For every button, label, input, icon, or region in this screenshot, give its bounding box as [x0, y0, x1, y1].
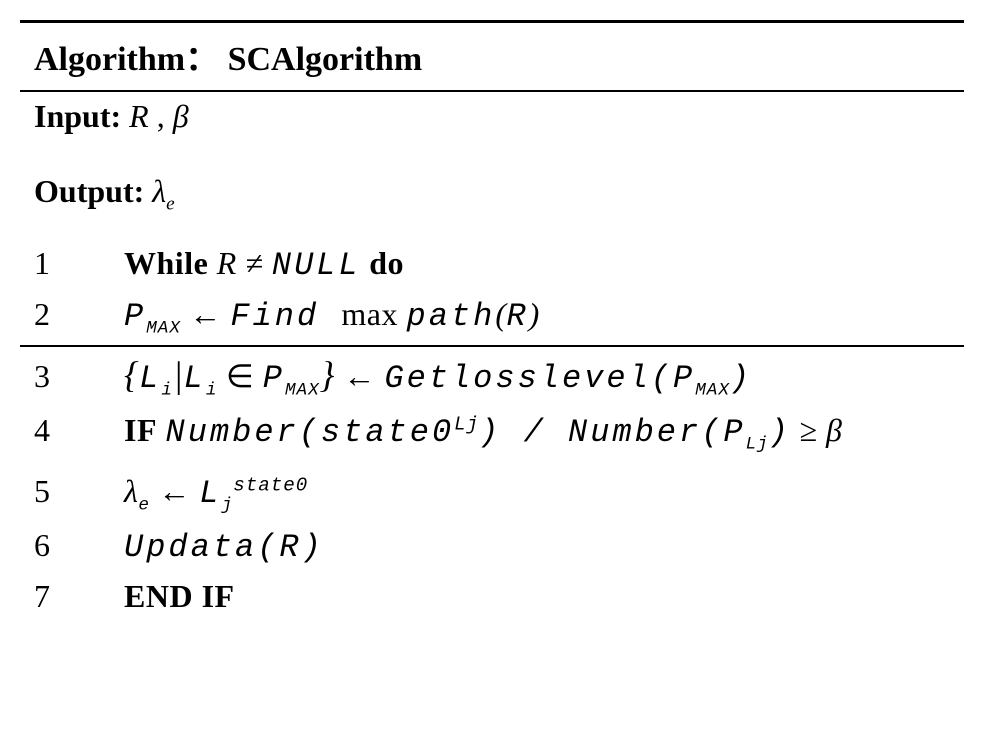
- l2-arrow: ←: [181, 296, 231, 332]
- line-1: 1 While R ≠ NULL do: [20, 239, 964, 290]
- l2-rparen: ): [529, 296, 540, 332]
- output-value: λe: [152, 173, 174, 215]
- l2-find: Find: [230, 298, 341, 335]
- l3-pmax2-sub: MAX: [695, 380, 730, 400]
- l5-arrow: ←: [150, 473, 200, 509]
- l3-pmax2: P: [673, 360, 695, 397]
- l1-R: R: [217, 245, 237, 281]
- l2-max: max: [341, 296, 406, 332]
- line-2: 2 PMAX ← Find max path(R): [20, 290, 964, 344]
- line-num-6: 6: [34, 527, 124, 564]
- input-row: Input: R , β: [20, 92, 964, 141]
- l2-R: R: [506, 298, 528, 335]
- kw-endif: END IF: [124, 578, 235, 614]
- output-label: Output:: [34, 173, 144, 210]
- output-lambda-sub: e: [166, 193, 175, 214]
- line-num-5: 5: [34, 473, 124, 510]
- line-4: 4 IF Number(state0Lj) / Number(PLj) ≥ β: [20, 406, 964, 460]
- l3-rbrace: }: [320, 354, 335, 395]
- l3-pmax: P: [263, 360, 285, 397]
- l3-arrow: ←: [335, 358, 385, 394]
- l6-updata: Updata(R): [124, 529, 324, 566]
- l3-Li1-sub: i: [161, 380, 173, 400]
- l3-Li2-sub: i: [206, 380, 218, 400]
- l3-rparen: ): [730, 360, 752, 397]
- l3-Li2: L: [184, 360, 206, 397]
- line-num-4: 4: [34, 412, 124, 449]
- line-5: 5 λe ← Ljstate0: [20, 467, 964, 521]
- l3-getloss: Getlosslevel(: [384, 360, 673, 397]
- l2-pmax-sub: MAX: [146, 319, 181, 339]
- line-6: 6 Updata(R): [20, 521, 964, 572]
- input-comma: ,: [149, 98, 173, 134]
- l2-lparen: (: [495, 296, 506, 332]
- l4-number1: Number(: [166, 414, 321, 451]
- l3-in: ∈: [217, 358, 262, 394]
- l3-bar: |: [173, 354, 184, 395]
- l4-sup-Lj: Lj: [454, 414, 479, 436]
- l3-pmax-sub: MAX: [285, 380, 320, 400]
- l4-state0: state0: [321, 414, 454, 451]
- l4-rparen2: ): [769, 414, 791, 451]
- kw-do: do: [361, 245, 404, 281]
- l4-number2: Number(: [568, 414, 723, 451]
- l1-null: NULL: [272, 247, 361, 284]
- l4-geq: ≥: [791, 412, 826, 448]
- input-beta: β: [173, 98, 189, 134]
- output-lambda: λ: [152, 173, 166, 209]
- line-body-6: Updata(R): [124, 527, 950, 566]
- line-body-1: While R ≠ NULL do: [124, 245, 950, 284]
- line-num-7: 7: [34, 578, 124, 615]
- l4-PLj-sub: Lj: [746, 435, 769, 455]
- l5-Lj: L: [199, 475, 221, 512]
- input-value: R , β: [129, 98, 188, 135]
- line-num-1: 1: [34, 245, 124, 282]
- line-num-3: 3: [34, 358, 124, 395]
- line-7: 7 END IF: [20, 572, 964, 621]
- output-row: Output: λe: [20, 167, 964, 221]
- title-label: Algorithm：: [34, 41, 219, 78]
- l4-PLj: P: [723, 414, 745, 451]
- l5-Lj-sub: j: [222, 495, 234, 515]
- line-3: 3 {Li|Li ∈ PMAX} ← Getlosslevel(PMAX): [20, 347, 964, 406]
- l2-pmax: P: [124, 298, 146, 335]
- l3-Li1: L: [139, 360, 161, 397]
- line-num-2: 2: [34, 296, 124, 333]
- algorithm-title-row: Algorithm： SCAlgorithm: [20, 23, 964, 90]
- l4-beta: β: [826, 412, 842, 448]
- l2-path: path: [407, 298, 496, 335]
- l4-slash: /: [501, 414, 568, 451]
- line-body-2: PMAX ← Find max path(R): [124, 296, 950, 338]
- l5-lambda: λ: [124, 473, 138, 509]
- input-label: Input:: [34, 98, 121, 135]
- l5-sup-state0: state0: [233, 474, 308, 496]
- line-body-5: λe ← Ljstate0: [124, 473, 950, 515]
- title-name: SCAlgorithm: [228, 41, 423, 78]
- algorithm-block: Algorithm： SCAlgorithm Input: R , β Outp…: [20, 20, 964, 621]
- line-body-4: IF Number(state0Lj) / Number(PLj) ≥ β: [124, 412, 950, 454]
- l3-lbrace: {: [124, 354, 139, 395]
- l4-rparen1: ): [479, 414, 501, 451]
- l5-lambda-sub: e: [138, 495, 150, 515]
- line-body-7: END IF: [124, 578, 950, 615]
- line-body-3: {Li|Li ∈ PMAX} ← Getlosslevel(PMAX): [124, 353, 950, 400]
- l1-neq: ≠: [237, 245, 272, 281]
- kw-if: IF: [124, 412, 157, 448]
- kw-while: While: [124, 245, 208, 281]
- input-R: R: [129, 98, 149, 134]
